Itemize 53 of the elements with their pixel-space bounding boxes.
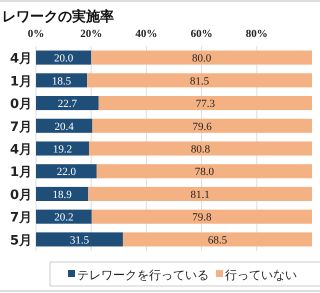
bar: [88, 186, 312, 201]
bar: [122, 232, 312, 246]
x-tick-label: 20%: [80, 28, 102, 40]
bar: [98, 96, 312, 110]
y-tick-label: 7月: [10, 210, 32, 226]
bar: [36, 73, 88, 88]
y-tick-label: 4月: [10, 142, 32, 158]
x-tick-label: 40%: [135, 28, 158, 40]
chart-title: レワークの実施率: [2, 8, 114, 25]
data-label: 20.0: [54, 52, 74, 65]
data-label: 20.2: [54, 212, 74, 224]
bar: [36, 96, 99, 110]
bar: [92, 210, 312, 224]
bar: [36, 118, 92, 133]
x-tick-label: 60%: [190, 28, 213, 40]
data-label: 18.5: [52, 75, 72, 88]
bar: [36, 210, 92, 224]
legend-label: 行っていない: [225, 268, 297, 282]
data-label: 77.3: [196, 98, 216, 110]
x-tick-label: 80%: [246, 28, 268, 40]
data-label: 80.0: [192, 52, 212, 65]
bar: [36, 141, 89, 156]
legend-label: テレワークを行っている: [77, 268, 209, 282]
bar: [36, 50, 92, 65]
data-label: 81.5: [190, 75, 210, 88]
y-tick-label: 0月: [10, 188, 32, 203]
bar: [88, 141, 312, 156]
data-label: 78.0: [194, 166, 214, 178]
data-label: 19.2: [52, 144, 72, 156]
data-label: 18.9: [52, 188, 72, 201]
y-tick-label: 1月: [10, 165, 32, 180]
bar: [36, 232, 123, 246]
y-tick-label: 5月: [10, 233, 32, 248]
x-tick-label: 0%: [28, 28, 44, 40]
bar: [36, 164, 97, 178]
y-tick-label: 0月: [10, 97, 32, 112]
bar: [36, 186, 88, 201]
bar: [87, 73, 312, 88]
data-label: 22.0: [56, 166, 76, 178]
bar: [92, 118, 312, 133]
data-label: 22.7: [58, 98, 78, 110]
data-label: 31.5: [70, 234, 90, 246]
bar: [96, 164, 312, 178]
data-label: 81.1: [190, 188, 210, 201]
data-label: 20.4: [54, 120, 74, 133]
data-label: 79.6: [192, 120, 212, 133]
data-label: 79.8: [192, 212, 212, 224]
data-label: 80.8: [190, 144, 211, 156]
bar: [91, 50, 312, 65]
y-tick-label: 4月: [10, 52, 32, 67]
y-tick-label: 7月: [10, 120, 32, 135]
y-tick-label: 1月: [10, 74, 32, 90]
data-label: 68.5: [208, 234, 228, 246]
